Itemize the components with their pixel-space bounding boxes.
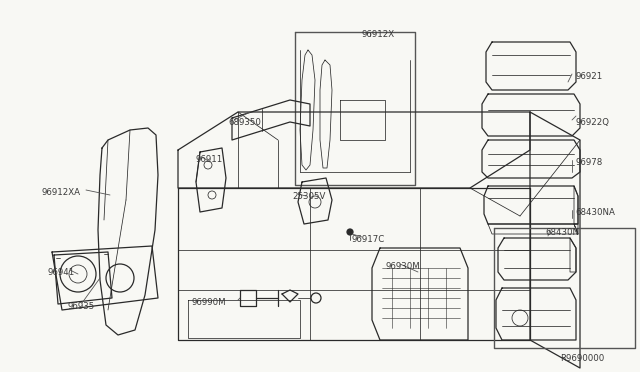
Text: 96911: 96911 — [196, 155, 223, 164]
Text: R9690000: R9690000 — [560, 354, 604, 363]
Text: 96930M: 96930M — [386, 262, 420, 271]
Text: 96935: 96935 — [68, 302, 95, 311]
Text: 96922Q: 96922Q — [575, 118, 609, 127]
Text: 96912X: 96912X — [362, 30, 395, 39]
Text: 689350: 689350 — [228, 118, 261, 127]
Text: 96978: 96978 — [575, 158, 602, 167]
Text: 96941: 96941 — [48, 268, 76, 277]
Text: 96912XA: 96912XA — [42, 188, 81, 197]
Text: 68430NA: 68430NA — [575, 208, 615, 217]
Text: 96917C: 96917C — [352, 235, 385, 244]
Circle shape — [347, 229, 353, 235]
Text: 96921: 96921 — [575, 72, 602, 81]
Text: 68430N: 68430N — [545, 228, 579, 237]
Text: 25305V: 25305V — [292, 192, 325, 201]
Text: 96990M: 96990M — [192, 298, 227, 307]
